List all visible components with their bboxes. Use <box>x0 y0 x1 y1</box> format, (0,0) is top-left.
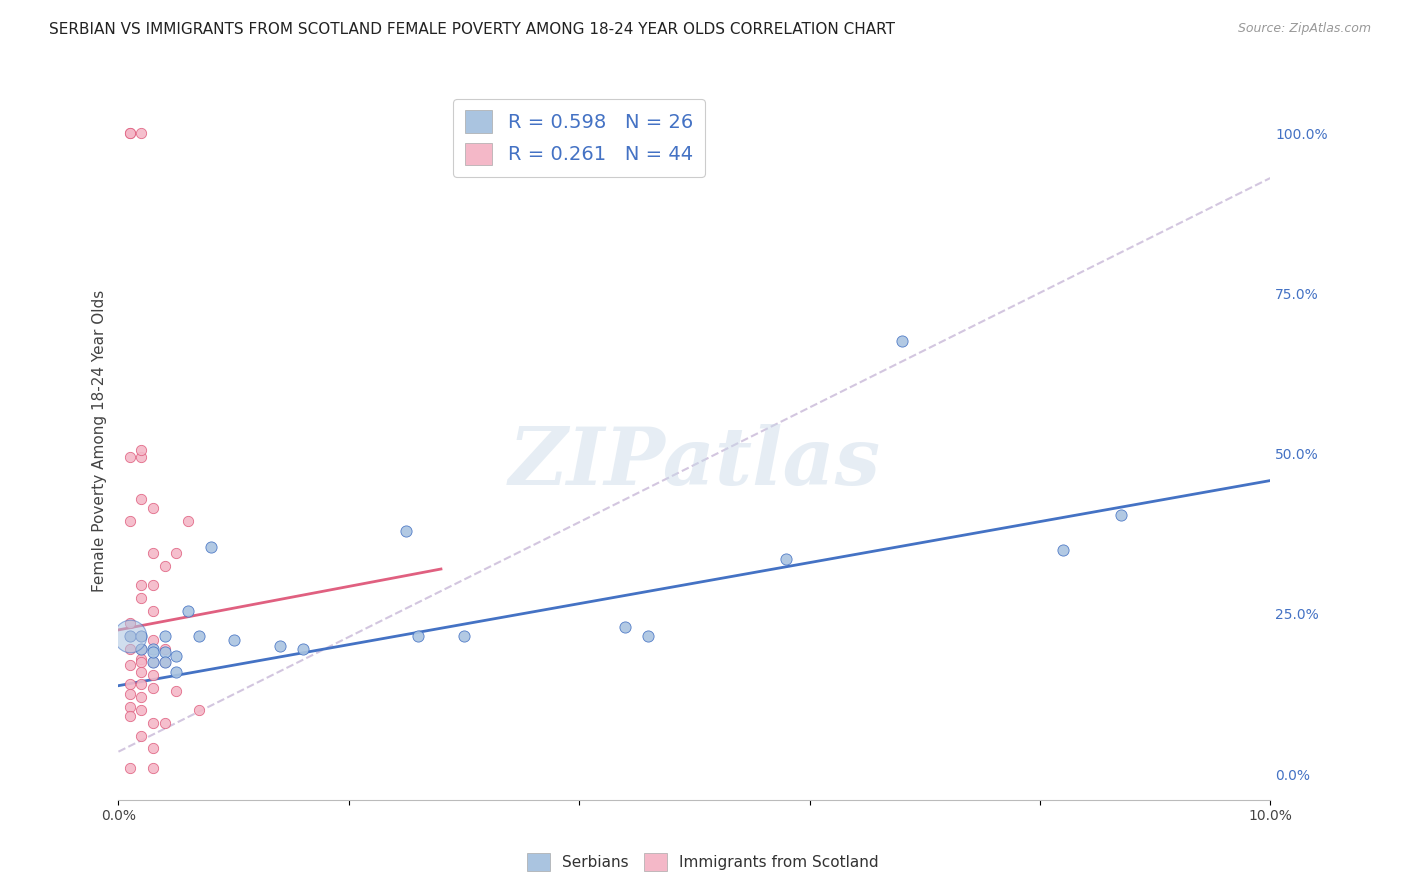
Point <box>1052 542 1074 557</box>
Point <box>131 690 153 705</box>
Point <box>142 655 165 669</box>
Text: SERBIAN VS IMMIGRANTS FROM SCOTLAND FEMALE POVERTY AMONG 18-24 YEAR OLDS CORRELA: SERBIAN VS IMMIGRANTS FROM SCOTLAND FEMA… <box>49 22 896 37</box>
Point <box>131 729 153 743</box>
Point <box>142 681 165 695</box>
Point <box>131 591 153 605</box>
Point <box>222 632 245 647</box>
Point <box>118 126 141 140</box>
Point <box>1109 508 1132 522</box>
Point <box>142 741 165 756</box>
Point <box>131 578 153 592</box>
Point <box>131 665 153 679</box>
Point <box>118 514 141 528</box>
Point <box>118 629 141 643</box>
Point <box>142 645 165 659</box>
Point <box>153 629 176 643</box>
Point <box>118 761 141 775</box>
Point <box>153 645 176 659</box>
Point <box>614 620 637 634</box>
Point <box>200 540 222 554</box>
Point <box>890 334 912 349</box>
Legend: R = 0.598   N = 26, R = 0.261   N = 44: R = 0.598 N = 26, R = 0.261 N = 44 <box>454 99 704 177</box>
Y-axis label: Female Poverty Among 18-24 Year Olds: Female Poverty Among 18-24 Year Olds <box>93 290 107 592</box>
Point <box>131 652 153 666</box>
Point <box>165 683 187 698</box>
Point <box>118 450 141 464</box>
Point <box>153 655 176 669</box>
Point <box>142 655 165 669</box>
Point <box>165 665 187 679</box>
Legend: Serbians, Immigrants from Scotland: Serbians, Immigrants from Scotland <box>522 847 884 877</box>
Point <box>131 703 153 717</box>
Point <box>118 616 141 631</box>
Point <box>118 658 141 673</box>
Point <box>453 629 475 643</box>
Text: ZIPatlas: ZIPatlas <box>509 424 880 501</box>
Point <box>395 524 418 538</box>
Point <box>165 648 187 663</box>
Point <box>291 642 314 657</box>
Point <box>153 655 176 669</box>
Point <box>118 709 141 723</box>
Point <box>637 629 659 643</box>
Point <box>118 677 141 691</box>
Point <box>142 642 165 657</box>
Point <box>188 629 211 643</box>
Point <box>142 632 165 647</box>
Point <box>131 629 153 643</box>
Point <box>131 677 153 691</box>
Text: Source: ZipAtlas.com: Source: ZipAtlas.com <box>1237 22 1371 36</box>
Point <box>153 642 176 657</box>
Point <box>131 629 153 643</box>
Point <box>188 703 211 717</box>
Point <box>142 501 165 516</box>
Point <box>131 655 153 669</box>
Point <box>118 629 141 643</box>
Point <box>775 552 797 566</box>
Point <box>142 546 165 560</box>
Point <box>153 715 176 730</box>
Point <box>269 639 291 653</box>
Point <box>118 699 141 714</box>
Point <box>165 546 187 560</box>
Point <box>153 558 176 573</box>
Point <box>118 687 141 701</box>
Point <box>131 450 153 464</box>
Point <box>131 642 153 657</box>
Point <box>142 715 165 730</box>
Point <box>176 604 198 618</box>
Point <box>176 514 198 528</box>
Point <box>131 443 153 458</box>
Point <box>142 667 165 681</box>
Point <box>131 126 153 140</box>
Point <box>131 642 153 657</box>
Point <box>118 642 141 657</box>
Point <box>406 629 429 643</box>
Point <box>118 629 141 643</box>
Point <box>142 578 165 592</box>
Point <box>131 491 153 506</box>
Point <box>142 761 165 775</box>
Point <box>118 126 141 140</box>
Point <box>142 604 165 618</box>
